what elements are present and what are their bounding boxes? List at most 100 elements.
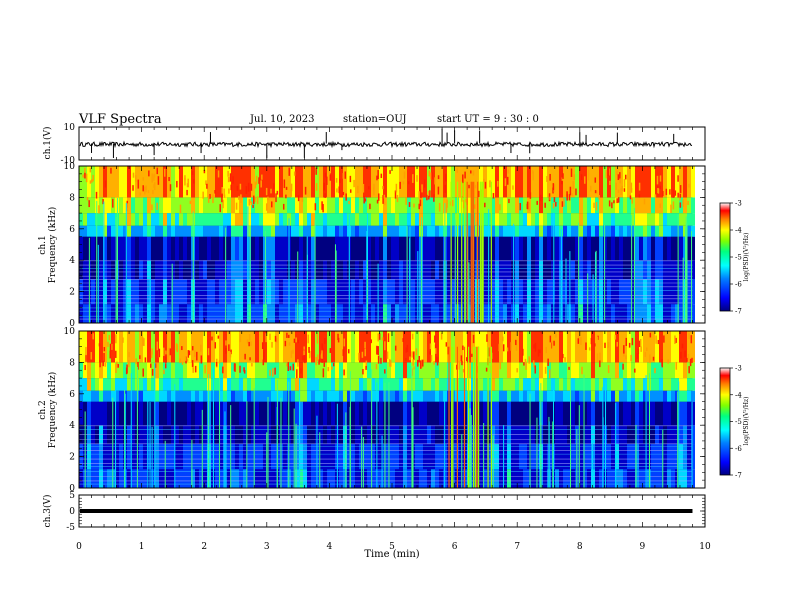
spectrogram-speckle [561, 201, 564, 207]
spectrogram-cell [175, 304, 179, 323]
spectrogram-cell [531, 197, 535, 214]
spectrogram-cell [107, 279, 111, 305]
spectrogram-cell [687, 166, 691, 198]
spectrogram-cell [171, 225, 175, 237]
spectrogram-cell [363, 236, 367, 261]
spectrogram-cell [643, 378, 647, 391]
spectrogram-speckle [434, 348, 437, 354]
spectrogram-speckle [254, 197, 256, 203]
spectrogram-speckle [652, 356, 655, 361]
spectrogram-cell [587, 213, 591, 226]
spectrogram-cell [115, 362, 119, 379]
spectrogram-cell [503, 260, 507, 280]
spectrogram-speckle [229, 352, 232, 358]
spectrogram-speckle [261, 174, 263, 180]
spectrogram-cell [159, 304, 163, 323]
spectrogram-cell [307, 197, 311, 214]
spectrogram-cell [343, 444, 347, 470]
spectrogram-speckle [659, 203, 661, 208]
spectrogram-speckle [315, 183, 318, 191]
spectrogram-cell [567, 279, 571, 305]
spectrogram-cell [451, 260, 455, 280]
spectrogram-cell [579, 279, 583, 305]
spectrogram-speckle [284, 340, 287, 347]
spectrogram-speckle [434, 177, 436, 185]
spectrogram-cell [387, 225, 391, 237]
spectrogram-cell [271, 401, 275, 426]
spectrogram-cell [691, 425, 695, 445]
spectrogram-speckle [672, 201, 675, 210]
spectrogram-cell [387, 304, 391, 323]
spectrogram-cell [275, 236, 279, 261]
spectrogram-cell [583, 444, 587, 470]
spectrogram-cell [207, 197, 211, 214]
spectrogram-cell [555, 304, 559, 323]
spectrogram-cell [591, 197, 595, 214]
spectrogram-cell [355, 401, 359, 426]
spectrogram-cell [671, 225, 675, 237]
spectrogram-cell [555, 260, 559, 280]
spectrogram-speckle [285, 186, 288, 190]
spectrogram-speckle [547, 358, 549, 366]
spectrogram-speckle [431, 172, 433, 180]
spectrogram-cell [235, 469, 239, 488]
colorbar-tick-label: -3 [735, 200, 742, 208]
spectrogram-speckle [205, 180, 207, 185]
spectrogram-cell [539, 362, 543, 379]
header-title: VLF Spectra [79, 112, 162, 127]
spectrogram-cell [319, 197, 323, 214]
spectrogram-cell [143, 378, 147, 391]
spectrogram-speckle [411, 351, 413, 358]
spectrogram-cell [139, 331, 143, 363]
spectrogram-cell [559, 401, 563, 426]
spectrogram-cell [415, 197, 419, 214]
spectrogram-cell [639, 390, 643, 402]
spectrogram-cell [535, 166, 539, 198]
spectrogram-cell [611, 213, 615, 226]
spectrogram-cell [255, 444, 259, 470]
spectrogram-cell [131, 166, 135, 198]
spectrogram-cell [187, 362, 191, 379]
spectrogram-cell [239, 225, 243, 237]
spectrogram-speckle [85, 346, 87, 356]
spectrogram-cell [391, 213, 395, 226]
spectrogram-cell [287, 166, 291, 198]
spectrogram-speckle [405, 357, 407, 362]
spectrogram-cell [511, 362, 515, 379]
spectrogram-speckle [445, 342, 448, 347]
spectrogram-cell [371, 236, 375, 261]
spectrogram-speckle [192, 368, 194, 373]
spectrogram-speckle [515, 344, 518, 351]
spectrogram-cell [439, 444, 443, 470]
spectrogram-cell [339, 236, 343, 261]
spectrogram-cell [483, 225, 487, 237]
spectrogram-cell [423, 236, 427, 261]
spectrogram-cell [555, 362, 559, 379]
spectrogram-speckle [428, 170, 431, 177]
spectrogram-speckle [98, 205, 100, 214]
spectrogram-cell [639, 213, 643, 226]
spectrogram-cell [619, 225, 623, 237]
spectrogram-cell [183, 236, 187, 261]
spectrogram-cell [543, 378, 547, 391]
spectrogram-cell [319, 331, 323, 363]
spectrogram-cell [395, 213, 399, 226]
spectrogram-cell [651, 166, 655, 198]
spectrogram-cell [627, 213, 631, 226]
spectrogram-cell [615, 279, 619, 305]
spectrogram-cell [207, 304, 211, 323]
spectrogram-cell [511, 331, 515, 363]
spectrogram-cell [111, 236, 115, 261]
spectrogram-cell [575, 166, 579, 198]
spectrogram-cell [475, 401, 479, 426]
spectrogram-cell [335, 213, 339, 226]
spectrogram-cell [195, 331, 199, 363]
spectrogram-cell [643, 304, 647, 323]
spectrogram-cell [683, 279, 687, 305]
spectrogram-cell [351, 213, 355, 226]
spectrogram-cell [367, 197, 371, 214]
spectrogram-cell [391, 378, 395, 391]
spectrogram-cell [483, 401, 487, 426]
x-tick-label: 6 [452, 542, 458, 552]
spectrogram-cell [219, 362, 223, 379]
